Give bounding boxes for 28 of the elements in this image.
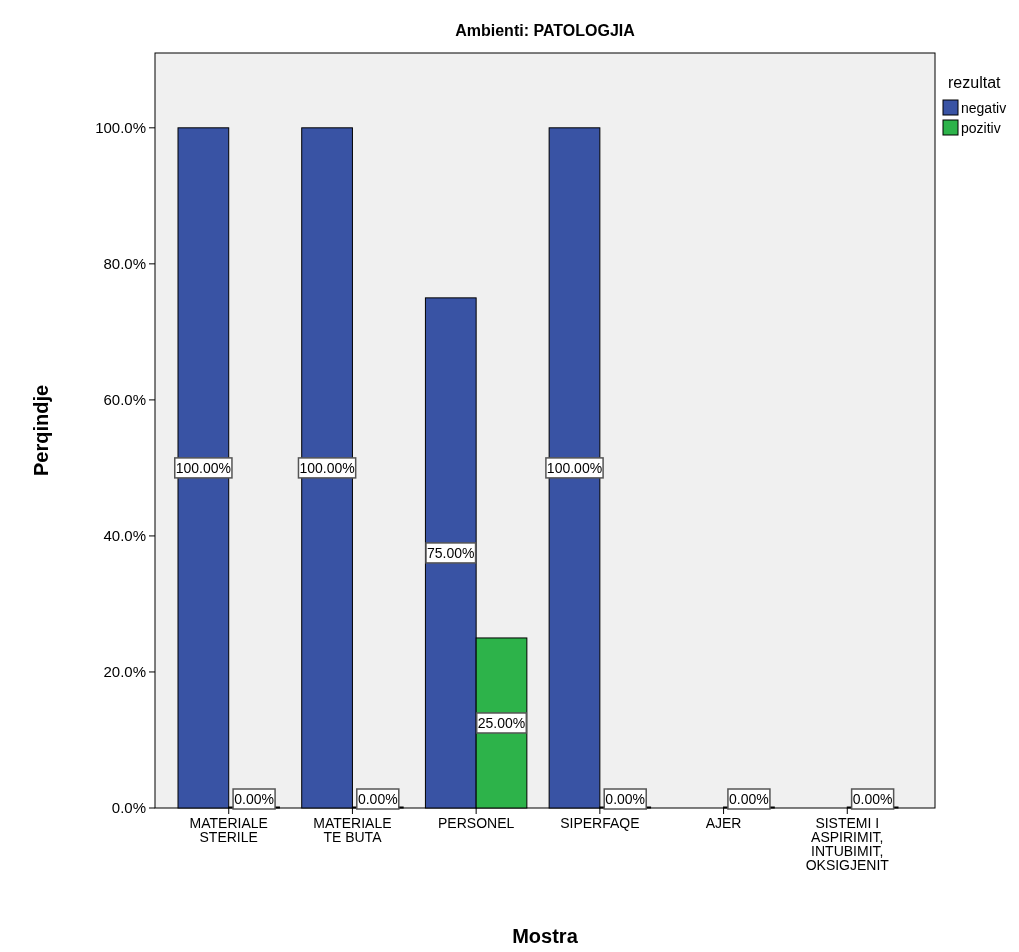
data-label: 0.00% bbox=[729, 791, 769, 807]
data-label: 0.00% bbox=[852, 791, 893, 807]
x-tick-label: SIPERFAQE bbox=[560, 815, 640, 831]
x-tick-label: SISTEMI I ASPIRIMIT, INTUBIMIT, OKSIGJENIT bbox=[805, 815, 890, 873]
data-label: 0.00% bbox=[357, 791, 398, 807]
data-label: 75.00% bbox=[427, 544, 475, 561]
data-label: 100.00% bbox=[175, 459, 231, 476]
y-tick-label: 80.0% bbox=[103, 254, 146, 272]
legend-label: negativ bbox=[961, 100, 1007, 116]
y-tick-label: 0.0% bbox=[111, 799, 146, 816]
x-tick-label: MATERIALE STERILE bbox=[189, 815, 268, 845]
y-tick-label: 40.0% bbox=[103, 526, 146, 544]
x-tick-label: MATERIALE TE BUTA bbox=[313, 815, 392, 845]
chart-title: Ambienti: PATOLOGJIA bbox=[455, 22, 636, 39]
y-tick-label: 60.0% bbox=[103, 390, 146, 408]
y-tick-label: 100.0% bbox=[95, 118, 146, 136]
data-label: 25.00% bbox=[477, 714, 526, 731]
data-label: 100.00% bbox=[299, 459, 355, 476]
data-label: 100.00% bbox=[546, 459, 603, 476]
x-tick-label: PERSONEL bbox=[438, 815, 515, 831]
legend-label: pozitiv bbox=[961, 120, 1001, 136]
legend-title: rezultat bbox=[948, 74, 1002, 91]
y-axis-title: Perqindje bbox=[30, 384, 52, 477]
x-tick-label: AJER bbox=[705, 815, 742, 831]
data-label: 0.00% bbox=[605, 791, 646, 807]
x-axis-title: Mostra bbox=[512, 925, 579, 947]
data-label: 0.00% bbox=[234, 791, 274, 807]
y-tick-label: 20.0% bbox=[103, 662, 146, 680]
